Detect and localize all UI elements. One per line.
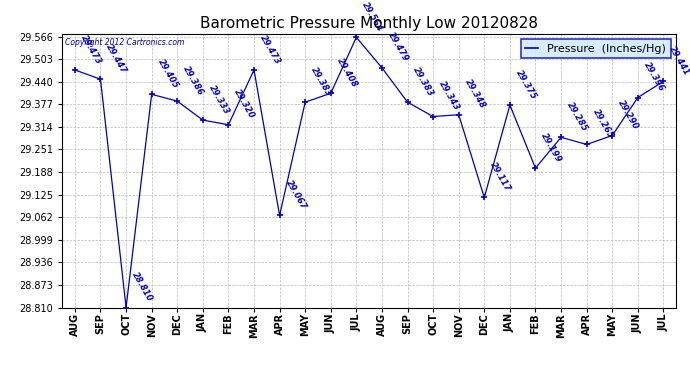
- Text: 29.447: 29.447: [105, 42, 129, 75]
- Text: 29.199: 29.199: [540, 131, 564, 164]
- Text: 29.473: 29.473: [79, 33, 103, 66]
- Text: 29.067: 29.067: [284, 178, 308, 211]
- Text: 29.383: 29.383: [309, 65, 333, 98]
- Text: 29.405: 29.405: [156, 57, 180, 90]
- Text: 29.375: 29.375: [514, 68, 538, 101]
- Text: Copyright 2012 Cartronics.com: Copyright 2012 Cartronics.com: [65, 38, 184, 47]
- Text: 29.441: 29.441: [667, 45, 690, 77]
- Text: 29.386: 29.386: [181, 64, 206, 97]
- Text: 29.285: 29.285: [565, 100, 589, 133]
- Text: 29.408: 29.408: [335, 56, 359, 89]
- Text: 29.348: 29.348: [463, 78, 487, 111]
- Text: 29.117: 29.117: [489, 160, 513, 194]
- Text: 29.479: 29.479: [386, 31, 410, 64]
- Title: Barometric Pressure Monthly Low 20120828: Barometric Pressure Monthly Low 20120828: [200, 16, 538, 31]
- Text: 29.473: 29.473: [258, 33, 282, 66]
- Text: 29.564: 29.564: [360, 0, 384, 33]
- Text: 29.265: 29.265: [591, 108, 615, 140]
- Text: 29.333: 29.333: [207, 83, 231, 116]
- Legend: Pressure  (Inches/Hg): Pressure (Inches/Hg): [521, 39, 671, 58]
- Text: 29.383: 29.383: [412, 65, 436, 98]
- Text: 28.810: 28.810: [130, 271, 155, 303]
- Text: 29.320: 29.320: [233, 88, 257, 121]
- Text: 29.396: 29.396: [642, 61, 666, 93]
- Text: 29.343: 29.343: [437, 80, 462, 112]
- Text: 29.290: 29.290: [616, 99, 640, 131]
